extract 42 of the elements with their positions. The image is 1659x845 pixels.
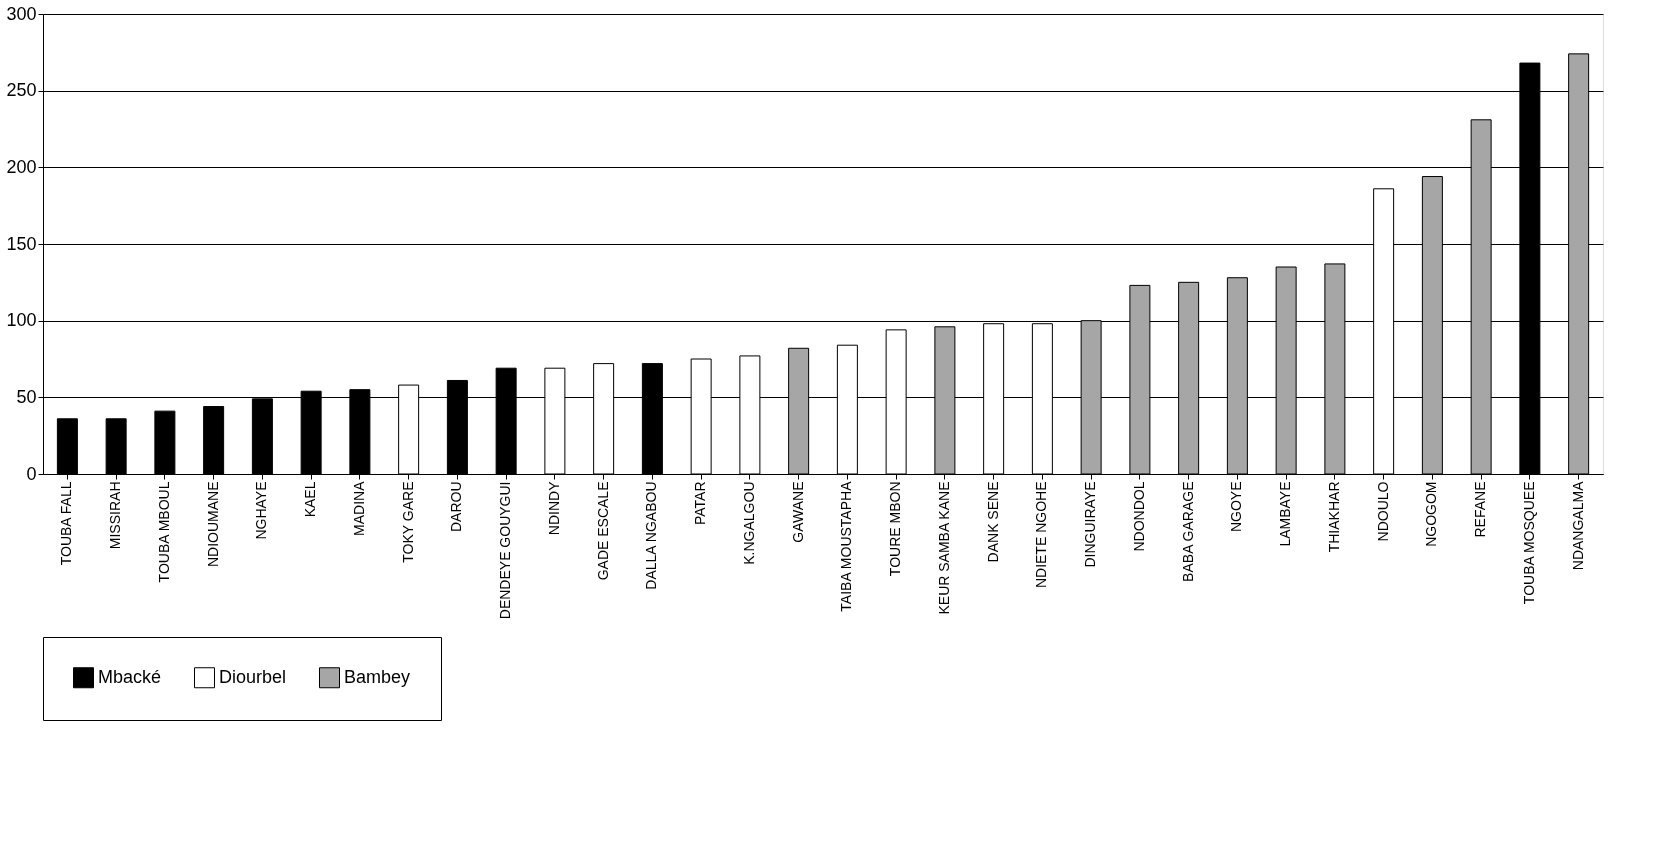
y-tick-label: 100 xyxy=(6,310,37,331)
y-tick-label: 300 xyxy=(6,3,37,24)
legend-label: Bambey xyxy=(344,666,411,687)
x-tick-label: NGOYE xyxy=(1228,481,1245,533)
x-tick-label: NDIOUMANE xyxy=(204,481,221,568)
x-tick-label: THIAKHAR xyxy=(1325,481,1342,553)
x-tick-label: KAEL xyxy=(302,481,319,518)
x-tick-label: TOKY GARE xyxy=(399,481,416,563)
y-tick-label: 50 xyxy=(16,386,37,407)
x-tick-label: TOURE MBON xyxy=(887,481,904,577)
x-tick-label: K.NGALGOU xyxy=(740,481,757,565)
x-tick-label: NDINDY xyxy=(545,480,562,536)
y-tick-label: 200 xyxy=(6,156,37,177)
x-tick-label: NGHAYE xyxy=(253,481,270,540)
x-tick-label: TOUBA FALL xyxy=(58,481,75,566)
x-tick-label: NDANGALMA xyxy=(1569,480,1586,571)
x-tick-label: TAIBA MOUSTAPHA xyxy=(838,480,855,612)
legend-label: Mbacké xyxy=(98,666,162,687)
x-tick-label: MISSIRAH xyxy=(107,481,124,550)
x-tick-label: DENDEYE GOUYGUI xyxy=(497,481,514,620)
x-tick-label: TOUBA MBOUL xyxy=(155,481,172,583)
x-tick-label: MADINA xyxy=(350,480,367,536)
x-tick-label: REFANE xyxy=(1472,481,1489,538)
x-tick-label: GAWANE xyxy=(789,481,806,543)
x-tick-label: DAROU xyxy=(448,481,465,533)
x-tick-label: BABA GARAGE xyxy=(1179,481,1196,582)
x-tick-label: TOUBA MOSQUEE xyxy=(1520,481,1537,605)
x-tick-label: PATAR xyxy=(692,481,709,526)
x-tick-label: DANK SENE xyxy=(984,481,1001,563)
y-tick-label: 150 xyxy=(6,233,37,254)
x-tick-label: NDONDOL xyxy=(1130,481,1147,552)
legend-label: Diourbel xyxy=(219,666,287,687)
x-tick-label: NDOULO xyxy=(1374,481,1391,542)
x-tick-label: DINGUIRAYE xyxy=(1082,481,1099,568)
x-tick-label: LAMBAYE xyxy=(1277,481,1294,547)
x-tick-label: DALLA NGABOU xyxy=(643,481,660,590)
x-tick-label: NGOGOM xyxy=(1423,481,1440,547)
x-tick-label: KEUR SAMBA KANE xyxy=(935,481,952,615)
y-tick-label: 250 xyxy=(6,80,37,101)
x-tick-label: NDIETE NGOHE xyxy=(1033,481,1050,589)
x-tick-label: GADE ESCALE xyxy=(594,481,611,581)
y-tick-label: 0 xyxy=(26,463,37,484)
